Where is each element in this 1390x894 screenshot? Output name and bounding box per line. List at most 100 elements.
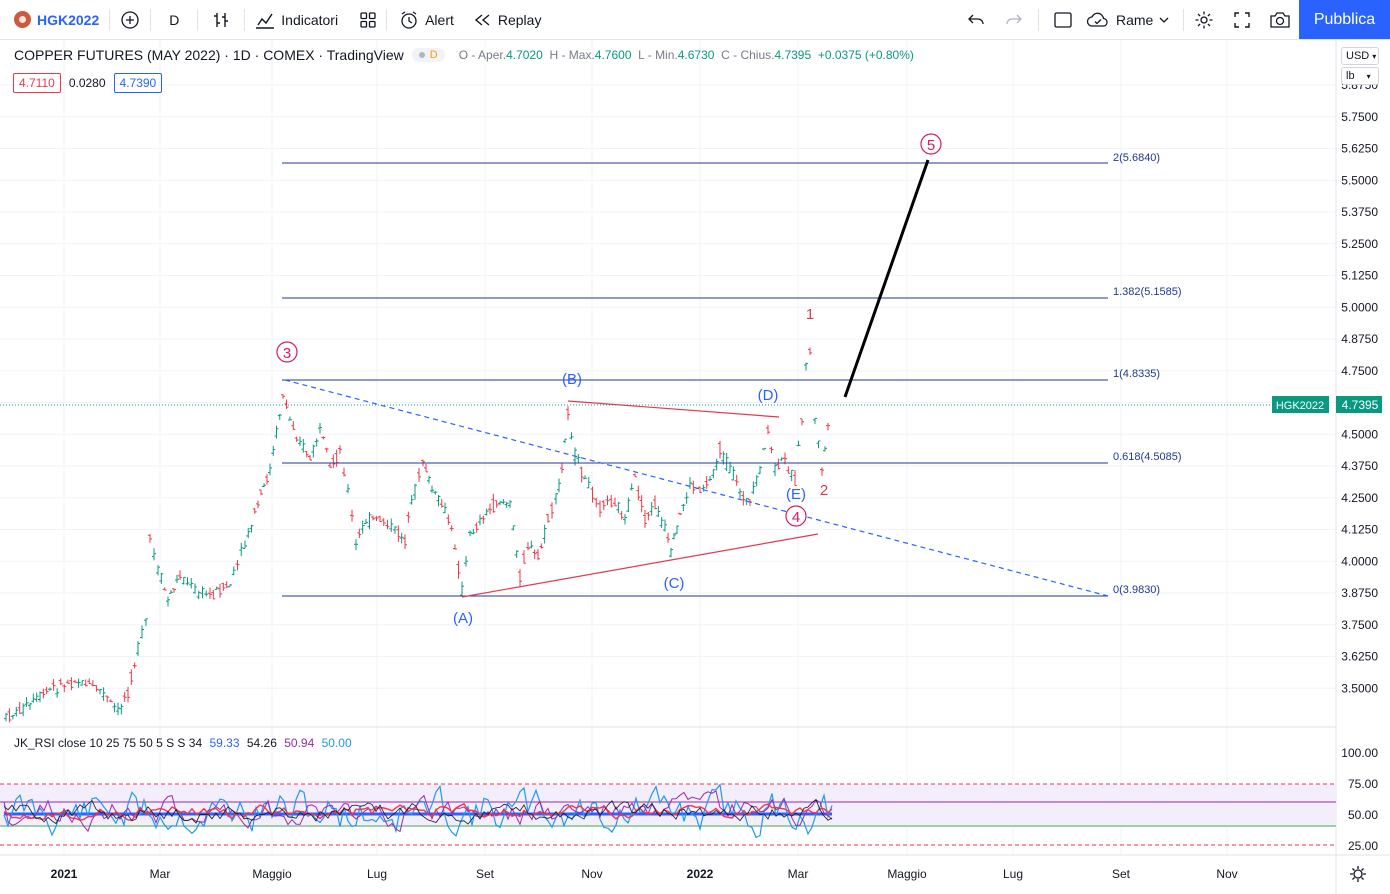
fullscreen-button[interactable] [1228, 0, 1256, 40]
publish-label: Pubblica [1313, 10, 1376, 28]
symbol-title[interactable]: COPPER FUTURES (MAY 2022) · 1D · COMEX ·… [14, 47, 404, 63]
chevron-down-icon: ▾ [1372, 51, 1377, 61]
symbol-search-button[interactable]: HGK2022 [0, 0, 109, 40]
interval-button[interactable]: D [151, 0, 197, 40]
fullscreen-icon [1234, 11, 1250, 28]
wave-4-circle[interactable] [785, 505, 807, 527]
triangle-upper-line[interactable] [567, 400, 780, 418]
time-axis[interactable]: 2021 Mar Maggio Lug Set Nov 2022 Mar Mag… [51, 867, 1238, 881]
price-axis-label: 4.5000 [1341, 427, 1378, 441]
wave-5-label: 5 [927, 137, 935, 154]
layout-grid-icon [360, 11, 376, 28]
badge-label: D [429, 49, 438, 61]
price-axis-label: 4.1250 [1341, 523, 1378, 537]
price-bars [4, 347, 830, 723]
chevron-down-icon: ▾ [1366, 71, 1371, 81]
save-layout-button[interactable]: Rame [1086, 0, 1169, 40]
chart-legend: COPPER FUTURES (MAY 2022) · 1D · COMEX ·… [14, 47, 914, 63]
price-axis[interactable]: 5.87505.75005.62505.50005.37505.25005.12… [1341, 78, 1378, 695]
time-label: Set [476, 867, 495, 881]
time-label: Lug [367, 867, 387, 881]
redo-button[interactable] [1000, 0, 1028, 40]
high-label: H - Max. [549, 48, 595, 62]
fibonacci-extension[interactable]: 2(5.6840) 1.382(5.1585) 1(4.8335) 0.618(… [282, 152, 1182, 597]
wave-a-label: (A) [453, 610, 473, 627]
top-toolbar: HGK2022 D Indicatori Alert Replay Rame [0, 0, 1390, 40]
buy-button[interactable]: 4.7390 [113, 73, 163, 93]
subwave-1-label: 1 [806, 306, 814, 323]
wave-c-label: (C) [664, 575, 685, 592]
projection-line[interactable] [843, 159, 930, 398]
snapshot-button[interactable] [1266, 0, 1294, 40]
unit-select[interactable]: lb ▾ [1341, 67, 1379, 85]
elliott-wave-labels[interactable]: 3 4 5 (A) (B) (C) (D) (E) 1 2 [276, 133, 942, 627]
replay-button[interactable]: Replay [464, 0, 552, 40]
time-label: Mar [788, 867, 809, 881]
price-axis-label: 4.2500 [1341, 491, 1378, 505]
market-status-badge[interactable]: D [411, 48, 445, 62]
chart-canvas[interactable]: 2(5.6840) 1.382(5.1585) 1(4.8335) 0.618(… [0, 40, 1390, 894]
spread-value: 0.0280 [68, 76, 106, 90]
wave-3-circle[interactable] [276, 341, 298, 363]
toolbar-divider [197, 8, 199, 31]
time-label: Nov [581, 867, 602, 881]
symbol-label: HGK2022 [37, 11, 100, 28]
rsi-pane[interactable]: 100.00 75.00 50.00 25.00 [0, 746, 1378, 853]
triangle-lower-line[interactable] [461, 533, 819, 598]
rsi-legend[interactable]: JK_RSI close 10 25 75 50 5 S S 34 59.33 … [14, 736, 356, 750]
open-label: O - Aper. [458, 48, 507, 62]
time-label: 2022 [687, 867, 714, 881]
dashed-trendline[interactable] [284, 379, 1109, 597]
toolbar-divider [244, 8, 246, 31]
price-axis-label: 5.7500 [1341, 110, 1378, 124]
low-label: L - Min. [638, 48, 678, 62]
price-axis-label: 4.8750 [1341, 332, 1378, 346]
currency-select[interactable]: USD ▾ [1341, 47, 1379, 65]
wave-5-circle[interactable] [920, 133, 942, 155]
compare-symbol-button[interactable] [110, 0, 150, 40]
chart-type-button[interactable] [198, 0, 244, 40]
time-label: Nov [1216, 867, 1237, 881]
cloud-check-icon [1086, 12, 1108, 27]
price-axis-label: 3.7500 [1341, 618, 1378, 632]
rsi-axis-25: 25.00 [1348, 839, 1378, 853]
indicators-button[interactable]: Indicatori [245, 0, 350, 40]
buy-sell-panel: 4.7110 0.0280 4.7390 [13, 73, 163, 93]
rsi-value-4: 50.00 [321, 736, 352, 750]
redo-icon [1006, 14, 1022, 24]
gear-icon [1353, 869, 1363, 879]
publish-button[interactable]: Pubblica [1299, 0, 1390, 39]
wave-d-label: (D) [758, 387, 779, 404]
undo-icon [968, 14, 984, 24]
rsi-line [3, 798, 833, 825]
time-label: 2021 [51, 867, 78, 881]
alert-button[interactable]: Alert [387, 0, 464, 40]
rsi-value-3: 50.94 [284, 736, 315, 750]
symbol-price-tag-label: HGK2022 [1276, 400, 1324, 412]
change-value: +0.0375 (+0.80%) [817, 48, 914, 62]
select-layout-button[interactable] [1050, 0, 1076, 40]
layout-name-label: Rame [1116, 11, 1154, 28]
camera-icon [1270, 11, 1290, 28]
sell-button[interactable]: 4.7110 [13, 73, 61, 93]
fib-label-0618: 0.618(4.5085) [1113, 451, 1182, 463]
price-axis-label: 3.6250 [1341, 650, 1378, 664]
price-axis-label: 5.6250 [1341, 142, 1378, 156]
currency-label: USD [1346, 50, 1370, 62]
indicators-icon [256, 13, 275, 29]
gear-icon [1195, 11, 1213, 28]
rewind-icon [474, 13, 490, 26]
undo-button[interactable] [962, 0, 990, 40]
price-axis-label: 5.1250 [1341, 269, 1378, 283]
alert-label: Alert [425, 11, 454, 28]
square-layout-icon [1054, 11, 1072, 28]
settings-button[interactable] [1190, 0, 1218, 40]
price-axis-label: 5.2500 [1341, 237, 1378, 251]
time-label: Set [1112, 867, 1131, 881]
rsi-axis-50: 50.00 [1348, 808, 1378, 822]
rsi-axis-75: 75.00 [1348, 777, 1378, 791]
wave-3-label: 3 [283, 345, 291, 362]
chart-settings-button[interactable] [1350, 866, 1366, 882]
templates-button[interactable] [350, 0, 386, 40]
fib-label-1: 1(4.8335) [1113, 368, 1160, 380]
